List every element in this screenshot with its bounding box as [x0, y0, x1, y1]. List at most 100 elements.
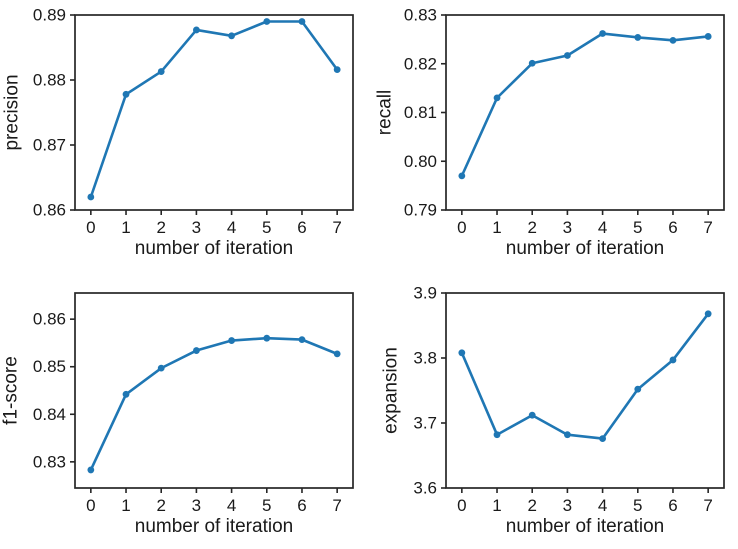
x-axis-label: number of iteration — [135, 515, 293, 536]
data-point-marker — [493, 430, 501, 438]
x-tick-label: 4 — [227, 496, 236, 515]
data-point-marker — [333, 349, 341, 357]
plot-border — [74, 291, 354, 489]
y-axis-label: f1-score — [1, 356, 22, 425]
chart-f1-score: 0 1 2 3 4 5 6 7 0.83 0.84 0.85 0.86 number of iterat… — [0, 274, 369, 549]
y-tick-label: 3.9 — [413, 283, 437, 302]
data-point-marker — [263, 334, 271, 342]
x-tick-label: 3 — [563, 496, 572, 515]
x-tick-label: 0 — [86, 218, 95, 237]
x-tick-label: 6 — [668, 496, 677, 515]
x-tick-label: 6 — [297, 218, 306, 237]
y-tick-label: 0.83 — [404, 6, 437, 25]
subplot-expansion: 0 1 2 3 4 5 6 7 3.6 3.7 3.8 3.9 number of iteration e… — [369, 274, 738, 549]
y-tick-label: 0.84 — [33, 404, 66, 423]
data-point-marker — [122, 390, 130, 398]
y-tick-label: 0.88 — [33, 71, 66, 90]
y-tick-label: 0.89 — [33, 6, 66, 25]
x-axis-label: number of iteration — [506, 238, 664, 259]
x-tick-label: 1 — [121, 218, 130, 237]
data-point-marker — [458, 348, 466, 356]
x-tick-label: 2 — [156, 218, 165, 237]
y-tick-label: 0.79 — [404, 201, 437, 220]
x-tick-label: 0 — [457, 496, 466, 515]
x-tick-label: 2 — [156, 496, 165, 515]
x-tick-label: 2 — [527, 218, 536, 237]
x-tick-label: 4 — [227, 218, 236, 237]
x-tick-label: 5 — [262, 218, 271, 237]
y-tick-label: 0.86 — [33, 201, 66, 220]
x-tick-label: 4 — [598, 496, 607, 515]
data-point-marker — [528, 59, 536, 67]
y-tick-label: 3.8 — [413, 348, 437, 367]
x-tick-label: 2 — [527, 496, 536, 515]
data-point-marker — [599, 434, 606, 442]
y-tick-label: 0.81 — [404, 103, 437, 122]
data-point-marker — [263, 18, 271, 25]
x-tick-label: 0 — [457, 218, 466, 237]
data-point-marker — [564, 52, 571, 59]
x-tick-label: 1 — [492, 218, 501, 237]
data-point-marker — [634, 385, 642, 393]
plot-border — [445, 291, 725, 489]
plot-border — [74, 14, 354, 211]
data-line — [460, 32, 710, 178]
subplot-recall: 0 1 2 3 4 5 6 7 0.79 0.80 0.81 0.82 0.83 number of it… — [369, 0, 738, 275]
y-axis-label: recall — [375, 90, 396, 135]
y-tick-label: 0.85 — [33, 357, 66, 376]
data-point-marker — [193, 26, 200, 34]
data-point-marker — [704, 33, 712, 40]
chart-recall: 0 1 2 3 4 5 6 7 0.79 0.80 0.81 0.82 0.83 number of it… — [369, 0, 738, 275]
data-point-marker — [333, 66, 341, 73]
plot-border — [445, 14, 725, 211]
data-line — [89, 336, 339, 471]
data-line — [89, 20, 339, 199]
y-tick-label: 0.82 — [404, 54, 437, 73]
y-tick-label: 3.7 — [413, 413, 437, 432]
y-axis-label: expansion — [381, 347, 402, 434]
y-tick-label: 0.83 — [33, 452, 66, 471]
x-tick-label: 7 — [703, 496, 712, 515]
data-point-marker — [228, 32, 235, 40]
data-point-marker — [669, 36, 677, 44]
data-point-marker — [493, 94, 501, 102]
x-tick-label: 4 — [598, 218, 607, 237]
data-point-marker — [599, 30, 606, 37]
y-tick-label: 0.87 — [33, 136, 66, 155]
data-point-marker — [634, 34, 642, 41]
x-tick-label: 6 — [297, 496, 306, 515]
x-tick-label: 7 — [703, 218, 712, 237]
data-point-marker — [122, 90, 130, 98]
data-point-marker — [564, 430, 571, 438]
chart-expansion: 0 1 2 3 4 5 6 7 3.6 3.7 3.8 3.9 number of iteration e… — [369, 274, 738, 549]
data-point-marker — [669, 356, 677, 363]
data-point-marker — [528, 411, 536, 419]
x-tick-label: 5 — [633, 496, 642, 515]
data-point-marker — [298, 335, 306, 343]
x-tick-label: 1 — [492, 496, 501, 515]
y-axis-label: precision — [2, 74, 23, 150]
x-tick-label: 6 — [668, 218, 677, 237]
x-tick-label: 7 — [332, 496, 341, 515]
subplot-precision: 0 1 2 3 4 5 6 7 0.86 0.87 0.88 0.89 number of iterat… — [0, 0, 369, 275]
y-tick-label: 3.6 — [413, 478, 437, 497]
data-line — [460, 311, 710, 440]
x-tick-label: 3 — [192, 218, 201, 237]
y-tick-label: 0.80 — [404, 152, 437, 171]
chart-precision: 0 1 2 3 4 5 6 7 0.86 0.87 0.88 0.89 number of iterat… — [0, 0, 369, 275]
x-tick-label: 7 — [332, 218, 341, 237]
x-tick-label: 5 — [633, 218, 642, 237]
x-axis-label: number of iteration — [506, 515, 664, 536]
subplot-f1-score: 0 1 2 3 4 5 6 7 0.83 0.84 0.85 0.86 number of iterat… — [0, 274, 369, 549]
data-point-marker — [87, 466, 95, 473]
x-tick-label: 0 — [86, 496, 95, 515]
x-tick-label: 5 — [262, 496, 271, 515]
data-point-marker — [298, 18, 306, 25]
x-tick-label: 3 — [563, 218, 572, 237]
data-point-marker — [228, 336, 235, 344]
data-point-marker — [704, 309, 712, 317]
x-tick-label: 3 — [192, 496, 201, 515]
data-point-marker — [458, 172, 466, 180]
data-point-marker — [193, 346, 200, 354]
